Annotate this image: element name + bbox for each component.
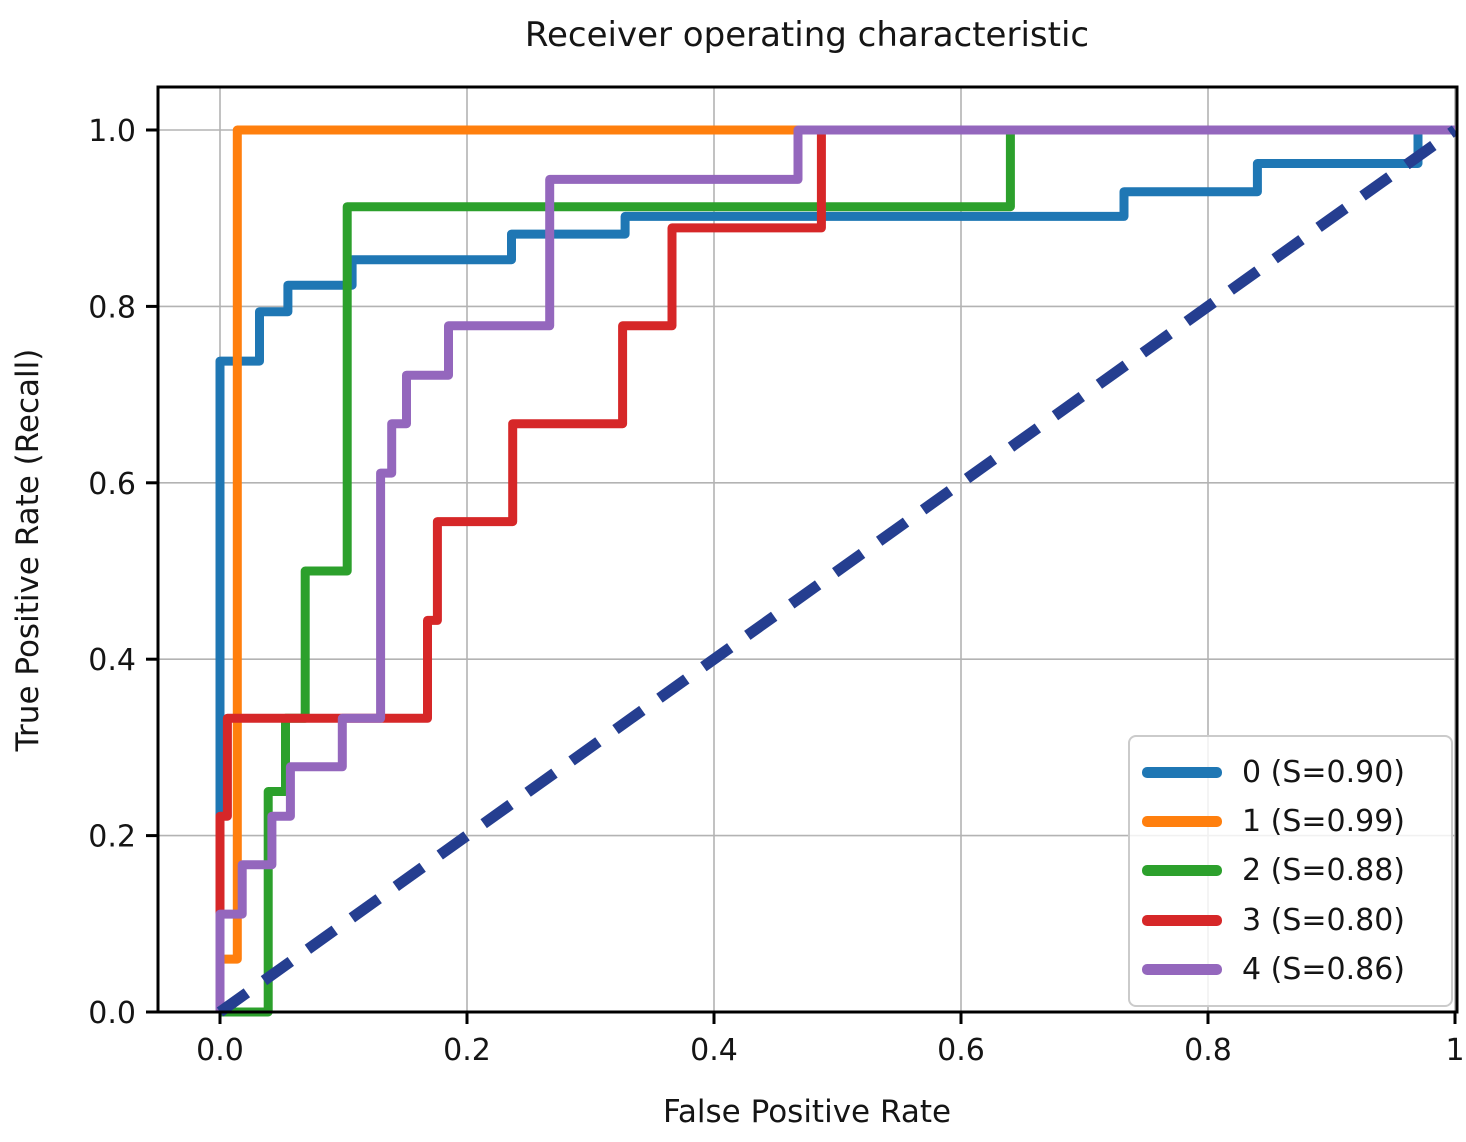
x-tick-label: 0.4 — [690, 1033, 738, 1068]
series-curves — [215, 125, 1455, 1017]
legend-swatch-class-3 — [1142, 914, 1222, 926]
legend-swatch-class-1 — [1142, 816, 1222, 828]
grid — [158, 87, 1457, 1013]
legend-swatch-class-4 — [1142, 963, 1222, 975]
legend: 0 (S=0.90) 1 (S=0.99) 2 (S=0.88) 3 (S=0.80)… — [1128, 735, 1453, 1007]
legend-item-class-3: 3 (S=0.80) — [1142, 903, 1451, 938]
x-tick-label: 0.0 — [196, 1033, 244, 1068]
legend-item-label: 2 (S=0.88) — [1242, 853, 1406, 889]
x-axis-label: False Positive Rate — [663, 1094, 951, 1130]
x-tick-label: 1 — [1445, 1033, 1464, 1068]
legend-item-label: 3 (S=0.80) — [1242, 902, 1406, 938]
legend-swatch-class-2 — [1142, 865, 1222, 877]
chart-title: Receiver operating characteristic — [525, 15, 1089, 55]
axis-ticks: 0.0 0.2 0.4 0.6 0.8 1 0.0 0.2 0.4 0.6 0.8 1.0 — [88, 114, 1464, 1068]
legend-item-class-2: 2 (S=0.88) — [1142, 853, 1451, 888]
y-tick-label: 1.0 — [88, 114, 136, 149]
legend-item-class-4: 4 (S=0.86) — [1142, 952, 1451, 987]
x-tick-label: 0.2 — [443, 1033, 491, 1068]
legend-item-label: 4 (S=0.86) — [1242, 951, 1406, 987]
legend-item-label: 0 (S=0.90) — [1242, 755, 1406, 791]
legend-swatch-class-0 — [1142, 767, 1222, 779]
y-tick-label: 0.6 — [88, 467, 136, 502]
roc-curve-class-3 — [215, 125, 1455, 1012]
y-tick-label: 0.8 — [88, 290, 136, 325]
roc-curve-class-0 — [215, 125, 1455, 1012]
y-axis-label: True Positive Rate (Recall) — [10, 349, 46, 753]
x-tick-label: 0.6 — [937, 1033, 985, 1068]
legend-item-class-0: 0 (S=0.90) — [1142, 755, 1451, 790]
chance-diagonal-line — [216, 125, 1459, 1017]
x-tick-label: 0.8 — [1184, 1033, 1232, 1068]
y-tick-label: 0.0 — [88, 996, 136, 1031]
legend-item-class-1: 1 (S=0.99) — [1142, 804, 1451, 839]
plot-frame — [156, 85, 1459, 1014]
roc-curve-class-4 — [215, 125, 1455, 1012]
y-tick-label: 0.4 — [88, 643, 136, 678]
legend-item-label: 1 (S=0.99) — [1242, 804, 1406, 840]
y-tick-label: 0.2 — [88, 820, 136, 855]
